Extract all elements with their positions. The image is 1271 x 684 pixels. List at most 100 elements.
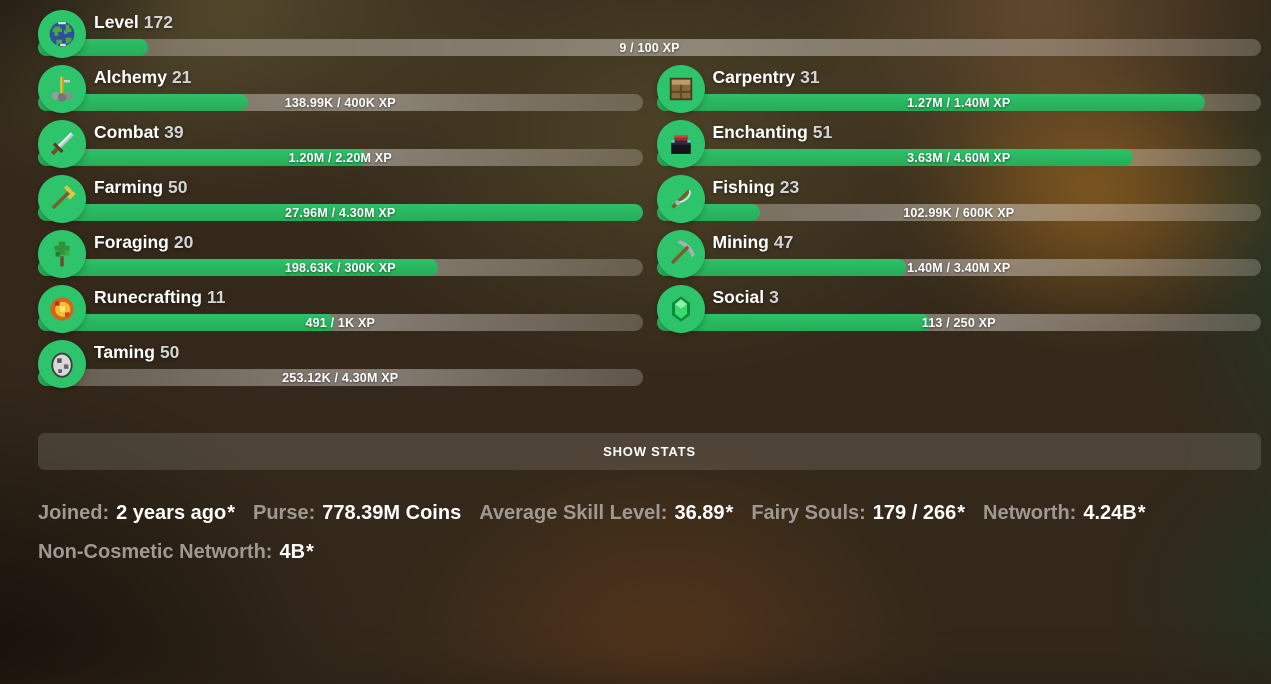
skill-level-number: 50 [159,342,180,362]
stats-line-2: Non-Cosmetic Networth: 4B* [38,541,1261,564]
skill-progress-text: 198.63K / 300K XP [284,260,396,275]
skill-carpentry: Carpentry 31 1.27M / 1.40M XP [656,65,1261,113]
skill-title: Taming 50 [94,340,643,367]
skill-title: Social 3 [713,285,1262,312]
skill-farming: Farming 50 27.96M / 4.30M XP [38,175,643,223]
skill-name-label: Runecrafting [94,287,202,307]
skill-level-number: 20 [173,232,194,252]
pickaxe-icon [656,230,705,278]
skill-mining: Mining 47 1.40M / 3.40M XP [656,230,1261,278]
skill-progress-bar: 198.63K / 300K XP [38,259,643,276]
skill-progress-fill [656,259,906,276]
skill-level-number: 3 [769,287,779,307]
stat-joined: Joined: 2 years ago* [38,502,235,524]
skill-name-label: Foraging [94,232,169,252]
skyblock-stats-panel: Level 172 9 / 100 XP Alchemy 21 138.99K / … [38,10,1262,564]
skill-progress-bar: 138.99K / 400K XP [38,94,643,111]
magma-orb-icon [38,285,86,333]
sapling-icon [38,230,86,278]
stat-label: Purse: [253,502,316,524]
skill-title: Foraging 20 [94,230,643,257]
skill-runecrafting: Runecrafting 11 491 / 1K XP [38,285,643,333]
skill-progress-bar: 102.99K / 600K XP [656,204,1261,221]
spawn-egg-icon [38,340,86,388]
crafting-table-icon [656,65,705,113]
skill-progress-bar: 1.27M / 1.40M XP [656,94,1261,111]
skill-name-label: Enchanting [712,122,808,142]
stat-value: 4.24B [1083,502,1137,524]
approximate-asterisk[interactable]: * [1137,502,1146,524]
skill-progress-text: 1.40M / 3.40M XP [907,260,1011,275]
level-name-label: Level [94,12,139,32]
approximate-asterisk[interactable]: * [957,502,966,524]
skill-level-number: 31 [800,67,820,87]
skill-progress-fill [38,314,335,331]
player-stats: Joined: 2 years ago* Purse: 778.39M Coins Av… [38,502,1261,564]
approximate-asterisk[interactable]: * [725,502,734,524]
skill-level-number: 47 [773,232,794,252]
skill-progress-bar: 253.12K / 4.30M XP [38,369,643,386]
stat-value: 179 / 266 [872,502,957,524]
skill-progress-bar: 113 / 250 XP [656,314,1261,331]
level-title: Level 172 [94,10,1261,37]
skill-progress-fill [38,149,368,166]
stat-non-cosmetic-networth: Non-Cosmetic Networth: 4B* [38,541,314,563]
golden-hoe-icon [38,175,86,223]
skill-level-number: 23 [779,177,800,197]
skill-name-label: Carpentry [712,67,796,87]
level-progress-bar: 9 / 100 XP [38,39,1261,56]
sword-icon [38,120,86,168]
skill-level-number: 50 [168,177,188,197]
skill-foraging: Foraging 20 198.63K / 300K XP [38,230,643,278]
skill-progress-bar: 3.63M / 4.60M XP [656,149,1261,166]
brewing-stand-icon [38,65,86,113]
skill-progress-fill [38,204,643,221]
skill-title: Enchanting 51 [713,120,1262,147]
skill-progress-bar: 491 / 1K XP [38,314,643,331]
skill-progress-bar: 1.20M / 2.20M XP [38,149,643,166]
skill-social: Social 3 113 / 250 XP [656,285,1262,333]
skill-progress-text: 113 / 250 XP [921,315,996,330]
skill-title: Farming 50 [94,175,643,202]
approximate-asterisk[interactable]: * [306,541,314,563]
stat-value: 778.39M Coins [322,502,462,524]
level-progress-text: 9 / 100 XP [619,40,680,55]
skill-progress-fill [38,259,439,276]
skill-level-number: 21 [171,67,192,87]
skill-alchemy: Alchemy 21 138.99K / 400K XP [38,65,643,113]
skill-title: Alchemy 21 [94,65,643,92]
skill-progress-text: 138.99K / 400K XP [284,95,396,110]
stat-label: Fairy Souls: [751,502,866,524]
skill-level-number: 11 [206,287,226,307]
skill-level-number: 39 [164,122,184,142]
skill-progress-text: 27.96M / 4.30M XP [285,205,396,220]
skill-progress-bar: 1.40M / 3.40M XP [656,259,1261,276]
skill-progress-fill [656,94,1205,111]
skill-title: Fishing 23 [713,175,1262,202]
stat-fairy-souls: Fairy Souls: 179 / 266* [751,502,965,524]
stat-label: Joined: [38,502,110,524]
stat-networth: Networth: 4.24B* [983,502,1146,524]
skill-name-label: Combat [94,122,160,142]
skill-progress-text: 491 / 1K XP [305,315,376,330]
enchanting-table-icon [656,120,705,168]
skill-level-number: 51 [812,122,833,142]
skill-level: Level 172 9 / 100 XP [38,10,1261,58]
skill-progress-text: 1.27M / 1.40M XP [907,95,1011,110]
stat-label: Non-Cosmetic Networth: [38,541,273,563]
stat-label: Networth: [983,502,1077,524]
stat-label: Average Skill Level: [479,502,668,524]
emerald-icon [656,285,705,333]
skill-name-label: Social [712,287,765,307]
fishing-rod-icon [656,175,705,223]
skill-progress-text: 1.20M / 2.20M XP [288,150,392,165]
skill-progress-fill [656,314,930,331]
show-stats-button[interactable]: SHOW STATS [38,433,1261,470]
stat-average-skill-level: Average Skill Level: 36.89* [479,502,733,524]
approximate-asterisk[interactable]: * [227,502,235,524]
skill-combat: Combat 39 1.20M / 2.20M XP [38,120,643,168]
stat-purse: Purse: 778.39M Coins [253,502,461,524]
skill-fishing: Fishing 23 102.99K / 600K XP [656,175,1262,223]
stat-value: 4B [279,541,306,563]
